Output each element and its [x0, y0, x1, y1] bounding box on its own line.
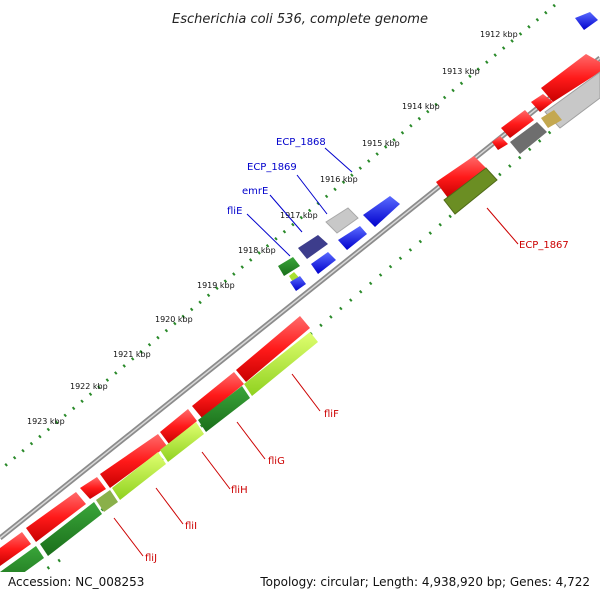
- gene-feature[interactable]: [325, 207, 359, 234]
- gene-feature[interactable]: [160, 422, 204, 462]
- gene-label-flig[interactable]: fliG: [268, 456, 285, 467]
- kbp-label: 1922 kbp: [70, 382, 108, 391]
- accession-text: Accession: NC_008253: [8, 575, 144, 589]
- gene-label-ecp1869[interactable]: ECP_1869: [247, 162, 297, 173]
- kbp-label: 1913 kbp: [442, 67, 480, 76]
- gene-feature[interactable]: [198, 386, 250, 432]
- genome-title: Escherichia coli 536, complete genome: [172, 12, 428, 27]
- gene-feature[interactable]: [492, 136, 508, 150]
- gene-feature[interactable]: [541, 54, 600, 102]
- kbp-label: 1921 kbp: [113, 350, 151, 359]
- gene-row-forward: [0, 316, 310, 566]
- gene-cluster-middle: [278, 196, 400, 291]
- gene-feature[interactable]: [338, 226, 367, 250]
- gene-feature[interactable]: [100, 434, 167, 488]
- gene-cluster-top-right: [436, 12, 600, 215]
- kbp-label: 1914 kbp: [402, 102, 440, 111]
- gene-label-flih[interactable]: fliH: [231, 485, 248, 496]
- kbp-label: 1917 kbp: [280, 211, 318, 220]
- gene-feature[interactable]: [501, 110, 534, 138]
- kbp-label: 1919 kbp: [197, 281, 235, 290]
- gene-feature[interactable]: [0, 532, 31, 566]
- kbp-label: 1918 kbp: [238, 246, 276, 255]
- gene-feature[interactable]: [290, 276, 306, 291]
- gene-feature[interactable]: [443, 167, 498, 215]
- gene-label-ecp1868[interactable]: ECP_1868: [276, 137, 326, 148]
- topology-text: Topology: circular; Length: 4,938,920 bp…: [259, 575, 590, 589]
- kbp-label: 1915 kbp: [362, 139, 400, 148]
- gene-feature[interactable]: [80, 477, 106, 499]
- gene-feature[interactable]: [112, 452, 166, 500]
- kbp-label: 1920 kbp: [155, 315, 193, 324]
- kbp-label: 1923 kbp: [27, 417, 65, 426]
- gene-feature[interactable]: [531, 94, 553, 112]
- gene-feature[interactable]: [510, 122, 547, 154]
- gene-feature[interactable]: [236, 316, 310, 382]
- gene-feature[interactable]: [298, 235, 328, 259]
- gene-label-flii[interactable]: fliI: [185, 521, 197, 532]
- gene-label-flie[interactable]: fliE: [227, 206, 242, 217]
- gene-feature[interactable]: [26, 492, 86, 542]
- gene-feature[interactable]: [244, 332, 318, 396]
- kbp-label: 1916 kbp: [320, 175, 358, 184]
- gene-feature[interactable]: [40, 502, 102, 556]
- gene-label-flij[interactable]: fliJ: [145, 553, 157, 564]
- kbp-label: 1912 kbp: [480, 30, 518, 39]
- gene-row-cog: [0, 332, 318, 590]
- gene-feature[interactable]: [160, 409, 197, 444]
- gene-feature[interactable]: [278, 257, 300, 276]
- gene-feature[interactable]: [575, 12, 598, 30]
- gene-feature[interactable]: [192, 372, 244, 418]
- gene-feature[interactable]: [96, 490, 118, 512]
- gene-feature[interactable]: [436, 156, 486, 198]
- gene-feature[interactable]: [541, 110, 562, 128]
- gene-label-flif[interactable]: fliF: [324, 409, 339, 420]
- gene-label-emre[interactable]: emrE: [242, 186, 268, 197]
- gene-feature[interactable]: [311, 252, 336, 274]
- gene-label-ecp1867[interactable]: ECP_1867: [519, 240, 569, 251]
- gene-feature[interactable]: [363, 196, 400, 227]
